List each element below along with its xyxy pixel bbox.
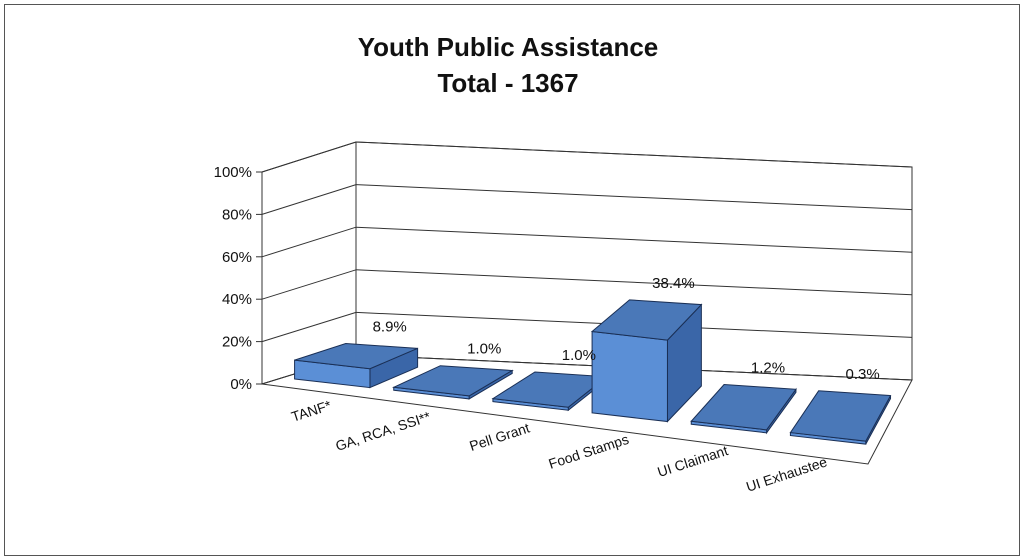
gridline xyxy=(261,184,357,215)
bars xyxy=(294,299,892,445)
y-tick-label: 80% xyxy=(222,206,252,223)
y-tick-label: 100% xyxy=(214,164,252,181)
x-tick-label: UI Claimant xyxy=(655,442,730,480)
bar-2 xyxy=(391,365,514,400)
x-tick-label: TANF* xyxy=(289,397,333,425)
gridline xyxy=(355,184,913,211)
bar-top xyxy=(789,390,892,442)
y-tick-label: 0% xyxy=(230,376,252,393)
bar-1 xyxy=(294,343,419,389)
bar-top xyxy=(391,365,514,397)
gridline xyxy=(261,269,357,300)
bar-3 xyxy=(491,371,609,412)
bar-top xyxy=(690,384,797,431)
x-tick-label: Pell Grant xyxy=(467,420,531,454)
bar-4 xyxy=(590,299,703,423)
chart-subtitle: Total - 1367 xyxy=(437,68,578,98)
data-label: 1.0% xyxy=(467,341,501,358)
chart-title: Youth Public Assistance xyxy=(358,32,659,62)
bar-front xyxy=(591,330,668,423)
bar-5 xyxy=(690,384,797,435)
data-label: 1.0% xyxy=(562,347,596,364)
data-label: 0.3% xyxy=(845,366,879,383)
gridline xyxy=(261,311,357,343)
data-label: 38.4% xyxy=(652,275,695,292)
gridline xyxy=(261,226,357,258)
gridline xyxy=(355,141,913,168)
gridline xyxy=(261,141,357,173)
bar-top xyxy=(590,299,703,341)
x-tick-label: UI Exhaustee xyxy=(744,453,829,494)
y-tick-label: 60% xyxy=(222,249,252,266)
gridline xyxy=(355,226,913,253)
bar-top xyxy=(294,343,418,370)
y-tick-label: 20% xyxy=(222,334,252,351)
data-label: 8.9% xyxy=(373,319,407,336)
gridline xyxy=(355,269,913,296)
bar-6 xyxy=(789,390,892,445)
x-tick-label: GA, RCA, SSI** xyxy=(333,408,432,454)
data-label: 1.2% xyxy=(751,360,785,377)
x-tick-label: Food Stamps xyxy=(547,431,631,472)
y-tick-label: 40% xyxy=(222,291,252,308)
